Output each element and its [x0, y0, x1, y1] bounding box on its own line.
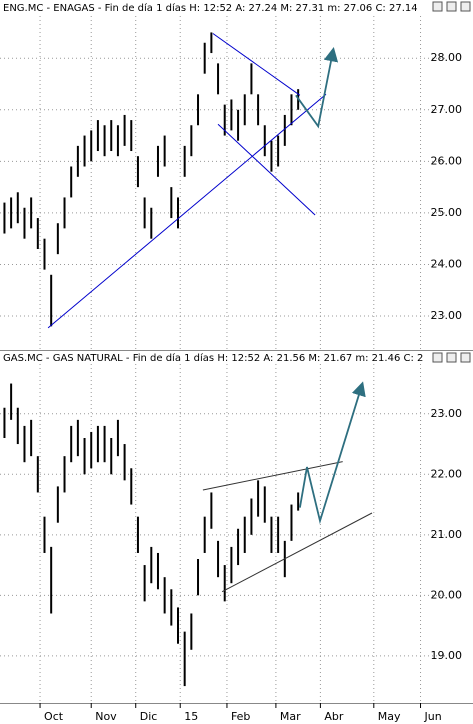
x-tick-label: Nov [95, 710, 117, 723]
title-bar [0, 1, 430, 15]
maximize-button[interactable] [446, 1, 457, 12]
plot-area [0, 16, 445, 350]
x-tick-label: Feb [231, 710, 250, 723]
maximize-button[interactable] [446, 352, 457, 363]
y-tick-label: 27.00 [431, 103, 463, 116]
trend-line [47, 93, 327, 329]
x-tick-label: 15 [184, 710, 198, 723]
x-tick-label: Dic [140, 710, 158, 723]
y-tick-label: 26.00 [431, 154, 463, 167]
trend-line [212, 33, 301, 96]
trend-line [221, 512, 373, 593]
x-tick-label: Oct [44, 710, 64, 723]
projection-arrow [299, 381, 366, 525]
y-tick-label: 25.00 [431, 206, 463, 219]
y-tick-label: 23.00 [431, 309, 463, 322]
close-button[interactable] [460, 1, 471, 12]
y-tick-label: 24.00 [431, 257, 463, 270]
minimize-button[interactable] [432, 352, 443, 363]
y-tick-label: 19.00 [431, 649, 463, 662]
y-tick-label: 22.00 [431, 467, 463, 480]
panel-title: ENG.MC - ENAGAS - Fin de día 1 días H: 1… [3, 2, 418, 14]
x-tick-label: Mar [280, 710, 301, 723]
panel-title: GAS.MC - GAS NATURAL - Fin de día 1 días… [3, 352, 423, 364]
minimize-button[interactable] [432, 1, 443, 12]
y-tick-label: 20.00 [431, 588, 463, 601]
trend-line [202, 461, 343, 491]
y-tick-label: 23.00 [431, 407, 463, 420]
projection-arrow [295, 46, 339, 129]
x-tick-label: May [378, 710, 401, 723]
x-tick-label: Jun [424, 710, 442, 723]
y-tick-label: 21.00 [431, 528, 463, 541]
title-bar [0, 351, 430, 365]
close-button[interactable] [460, 352, 471, 363]
trend-line [217, 123, 316, 216]
window-buttons[interactable] [432, 1, 471, 363]
x-tick-label: Abr [324, 710, 344, 723]
plot-area [0, 364, 445, 702]
y-tick-label: 28.00 [431, 51, 463, 64]
